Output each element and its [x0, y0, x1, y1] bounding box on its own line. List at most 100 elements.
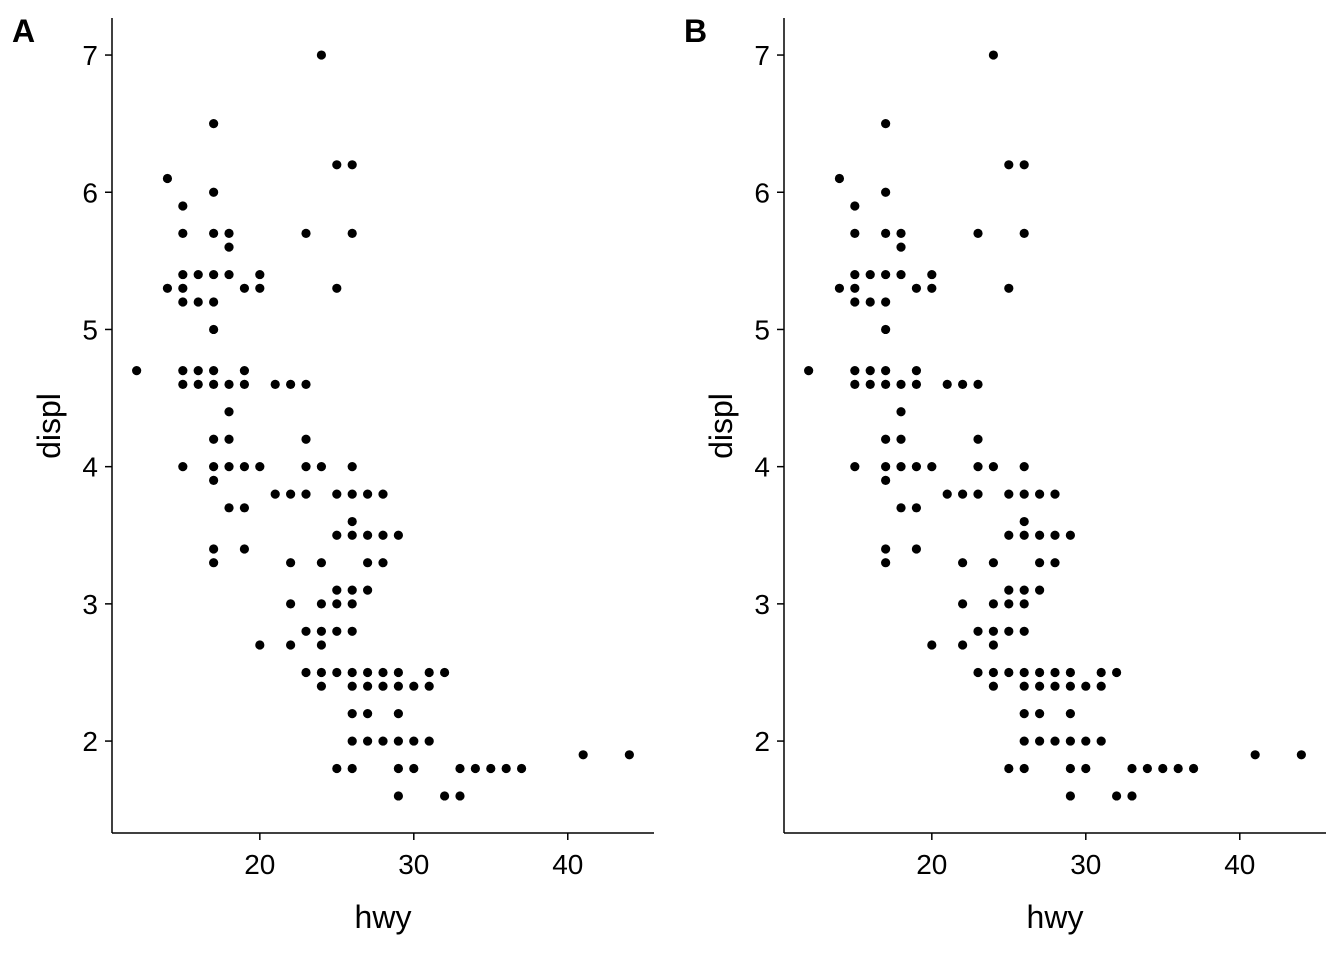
- data-point: [988, 558, 999, 568]
- data-point: [286, 599, 296, 609]
- data-point: [896, 242, 906, 252]
- data-point: [881, 187, 891, 197]
- data-point: [347, 709, 357, 719]
- data-point: [881, 119, 891, 129]
- data-point: [363, 558, 373, 568]
- x-tick-label: 40: [1224, 849, 1255, 880]
- data-point: [988, 599, 999, 609]
- data-point: [881, 379, 891, 389]
- data-point: [850, 283, 860, 293]
- data-point: [178, 228, 188, 239]
- data-point: [363, 489, 373, 499]
- data-point: [1019, 489, 1029, 499]
- data-point: [224, 379, 234, 389]
- data-point: [1065, 791, 1075, 801]
- data-point: [332, 599, 342, 609]
- x-axis-title: hwy: [355, 899, 412, 935]
- data-point: [850, 297, 860, 307]
- data-point: [270, 489, 280, 499]
- data-point: [896, 269, 906, 280]
- data-point: [834, 173, 845, 184]
- data-point: [255, 269, 265, 280]
- data-point: [162, 173, 173, 184]
- data-point: [209, 228, 219, 239]
- data-point: [209, 269, 219, 280]
- x-tick-label: 30: [1070, 849, 1101, 880]
- data-point: [393, 709, 403, 719]
- data-point: [1004, 599, 1014, 609]
- data-point: [1158, 763, 1168, 774]
- data-point: [316, 50, 327, 60]
- data-point: [363, 709, 373, 719]
- data-point: [988, 50, 999, 60]
- data-point: [378, 558, 388, 568]
- data-point: [316, 640, 327, 650]
- data-point: [896, 379, 906, 389]
- data-point: [347, 489, 357, 499]
- data-point: [193, 379, 203, 389]
- data-point: [1096, 667, 1106, 678]
- data-point: [958, 640, 968, 650]
- data-point: [209, 544, 219, 554]
- data-point: [1004, 283, 1014, 293]
- data-point: [363, 736, 373, 746]
- data-point: [347, 530, 357, 540]
- y-tick-label: 4: [82, 452, 98, 483]
- data-point: [881, 366, 891, 376]
- data-point: [501, 763, 511, 774]
- data-point: [316, 462, 327, 472]
- data-point: [378, 736, 388, 746]
- data-point: [301, 489, 311, 499]
- data-point: [301, 434, 311, 444]
- data-point: [881, 462, 891, 472]
- data-point: [865, 366, 875, 376]
- data-point: [439, 791, 450, 801]
- data-point: [455, 791, 465, 801]
- data-point: [1019, 530, 1029, 540]
- data-point: [363, 585, 373, 595]
- data-point: [958, 558, 968, 568]
- data-point: [850, 462, 860, 472]
- data-point: [193, 297, 203, 307]
- data-point: [347, 160, 357, 170]
- data-point: [973, 462, 983, 472]
- data-point: [209, 324, 219, 335]
- data-point: [178, 379, 188, 389]
- data-point: [224, 228, 234, 239]
- data-point: [1096, 681, 1106, 691]
- data-point: [1035, 489, 1045, 499]
- data-point: [865, 379, 875, 389]
- data-point: [927, 269, 937, 280]
- data-point: [896, 407, 906, 417]
- data-point: [927, 640, 937, 650]
- data-point: [1127, 791, 1137, 801]
- data-point: [178, 269, 188, 280]
- data-point: [301, 228, 311, 239]
- data-point: [1096, 736, 1106, 746]
- data-point: [1188, 763, 1199, 774]
- data-point: [927, 283, 937, 293]
- data-point: [347, 763, 357, 774]
- data-point: [896, 503, 906, 513]
- data-point: [578, 750, 588, 760]
- data-point: [224, 434, 234, 444]
- data-point: [363, 667, 373, 678]
- data-point: [132, 366, 142, 376]
- data-point: [1065, 709, 1075, 719]
- data-point: [988, 626, 999, 636]
- data-point: [911, 366, 922, 376]
- data-point: [1050, 681, 1060, 691]
- data-point: [363, 530, 373, 540]
- data-point: [1004, 667, 1014, 678]
- data-point: [1065, 763, 1075, 774]
- data-point: [1050, 530, 1060, 540]
- data-point: [1004, 530, 1014, 540]
- data-point: [881, 324, 891, 335]
- data-point: [301, 626, 311, 636]
- data-point: [347, 462, 357, 472]
- data-point: [1081, 763, 1091, 774]
- x-tick-label: 20: [244, 849, 275, 880]
- data-point: [1111, 791, 1122, 801]
- data-point: [958, 489, 968, 499]
